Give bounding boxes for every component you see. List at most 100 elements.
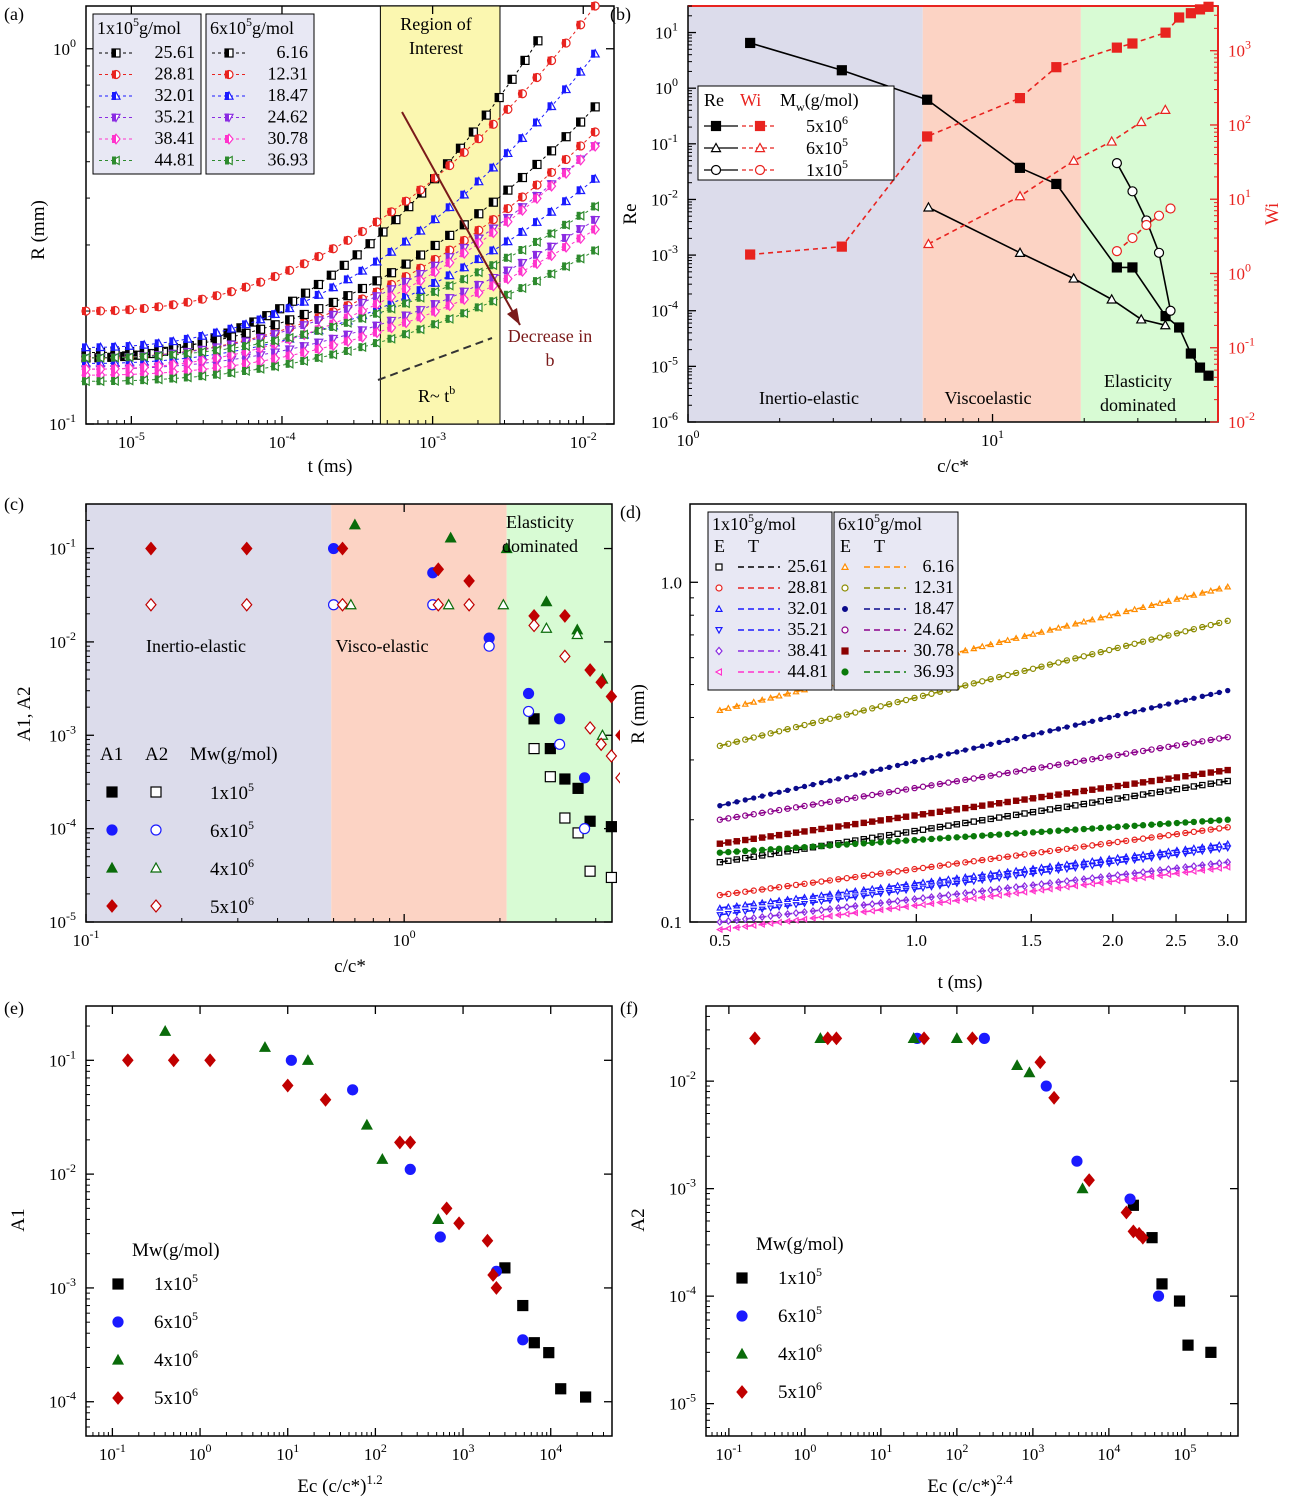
point-a-12.31-half <box>474 134 479 143</box>
b-right-ytick-label: 10-1 <box>1228 335 1255 358</box>
point-a-38.41-half <box>300 348 305 357</box>
point-d <box>868 884 876 892</box>
point-a-44.81-half <box>532 277 537 286</box>
point-a-32.01-half <box>372 305 377 314</box>
point-d <box>1114 859 1122 867</box>
legend-d-marker <box>714 604 724 613</box>
point-b <box>1051 178 1062 190</box>
point-d <box>1207 587 1215 594</box>
point-c <box>605 871 617 884</box>
point-a-32.01-half <box>460 263 465 272</box>
point-a-36.93-half <box>154 351 159 360</box>
b-ytick-label: 100 <box>655 75 678 98</box>
legend-c-a2-marker <box>149 861 163 873</box>
chart-d: 0.5 1.0 1.5 2.0 2.5 3.0 0.1 1.0 R (mm) t (ms) 1… <box>628 503 1247 993</box>
point-d <box>818 905 825 915</box>
legend-d-marker <box>714 667 723 677</box>
series-e-4x10^6 <box>159 1025 445 1225</box>
point-a-25.61-half <box>520 56 525 65</box>
point-c <box>522 687 535 700</box>
point-a-36.93-half <box>416 293 421 302</box>
fit-d-6.16 <box>719 586 1228 712</box>
point-a-38.41-half <box>96 371 101 380</box>
point-a-36.93-half <box>82 353 86 362</box>
point-a-12.31-half <box>518 89 523 98</box>
point-a-28.81-half <box>489 215 494 224</box>
point-a-30.78-half <box>518 206 523 215</box>
region-b-0 <box>688 6 923 422</box>
point-a-44.81-half <box>460 309 465 318</box>
point-d <box>1012 883 1020 892</box>
point-a-30.78-half <box>445 258 450 267</box>
series-d-35.21 <box>716 845 1232 919</box>
point-d <box>1130 605 1139 613</box>
point-a-18.47-half <box>387 247 392 256</box>
point-a-44.81-half <box>329 350 334 359</box>
point-a-12.31-half <box>431 174 436 183</box>
point-e <box>528 1337 540 1349</box>
point-b <box>1111 42 1122 53</box>
point-a-18.47-half <box>212 328 217 337</box>
point-b <box>836 65 847 76</box>
point-a-38.41-half <box>445 301 450 310</box>
point-a-32.01-half <box>169 355 174 364</box>
legend-d-e: E <box>840 536 851 556</box>
a-ytick-label: 100 <box>53 36 76 59</box>
point-a-6.16-half <box>154 345 159 354</box>
point-f <box>1034 1055 1047 1070</box>
d-xtick-label: 1.5 <box>1021 931 1042 950</box>
fit-d-18.47 <box>719 689 1228 807</box>
point-a-36.93-half <box>256 339 261 348</box>
point-a-38.41-half <box>576 234 581 243</box>
point-a-44.81-half <box>431 320 436 329</box>
point-d <box>894 814 901 822</box>
point-a-38.41-half <box>154 369 159 378</box>
series-d-25.61 <box>716 777 1231 866</box>
point-a-25.61-half <box>120 352 125 361</box>
point-c <box>145 541 157 556</box>
point-f <box>978 1032 990 1044</box>
b-ytick-label: 10-1 <box>651 131 678 154</box>
point-a-6.16-half <box>256 325 261 334</box>
point-d <box>1105 611 1113 619</box>
legend-e-row-1: 6x105 <box>154 1309 198 1333</box>
power-law-label: R~ tb <box>418 383 455 406</box>
series-d-30.78 <box>716 766 1231 847</box>
point-d <box>1004 671 1011 679</box>
point-d <box>868 899 876 909</box>
region-c-2 <box>506 504 612 922</box>
point-b <box>1203 370 1214 381</box>
c-ytick-label: 10-4 <box>49 816 76 839</box>
point-a-6.16-half <box>300 310 305 319</box>
point-e <box>347 1084 359 1096</box>
point-a-44.81-half <box>518 284 523 293</box>
point-a-25.61-half <box>275 304 280 313</box>
point-d <box>944 897 952 906</box>
point-d <box>1114 871 1122 880</box>
point-a-6.16-half <box>271 320 276 329</box>
chart-b-ylabel: Re <box>620 203 641 224</box>
point-e <box>285 1054 297 1066</box>
chart-a-ylabel: R (mm) <box>28 200 49 260</box>
point-a-35.21-half <box>358 326 363 335</box>
point-a-6.16-half <box>169 343 174 352</box>
point-a-35.21-half <box>314 338 319 347</box>
legend-d-head-1: 6x105g/mol <box>838 511 922 534</box>
b-ytick-label: 10-2 <box>651 186 678 209</box>
series-a-12.31 <box>81 1 600 316</box>
point-b <box>1068 154 1080 165</box>
point-a-18.47-half <box>372 257 377 266</box>
point-a-38.41-half <box>503 274 508 283</box>
c-ytick-label: 10-1 <box>49 536 76 559</box>
point-a-35.21-half <box>285 345 290 354</box>
point-a-36.93-half <box>547 229 552 238</box>
point-a-24.62-half <box>445 252 450 261</box>
point-e <box>404 1163 416 1176</box>
point-a-38.41-half <box>140 369 145 378</box>
legend-e-marker <box>112 1316 124 1328</box>
point-d <box>1165 865 1172 874</box>
legend-b-re-marker <box>710 120 722 132</box>
legend-c-a2-marker <box>150 786 162 798</box>
